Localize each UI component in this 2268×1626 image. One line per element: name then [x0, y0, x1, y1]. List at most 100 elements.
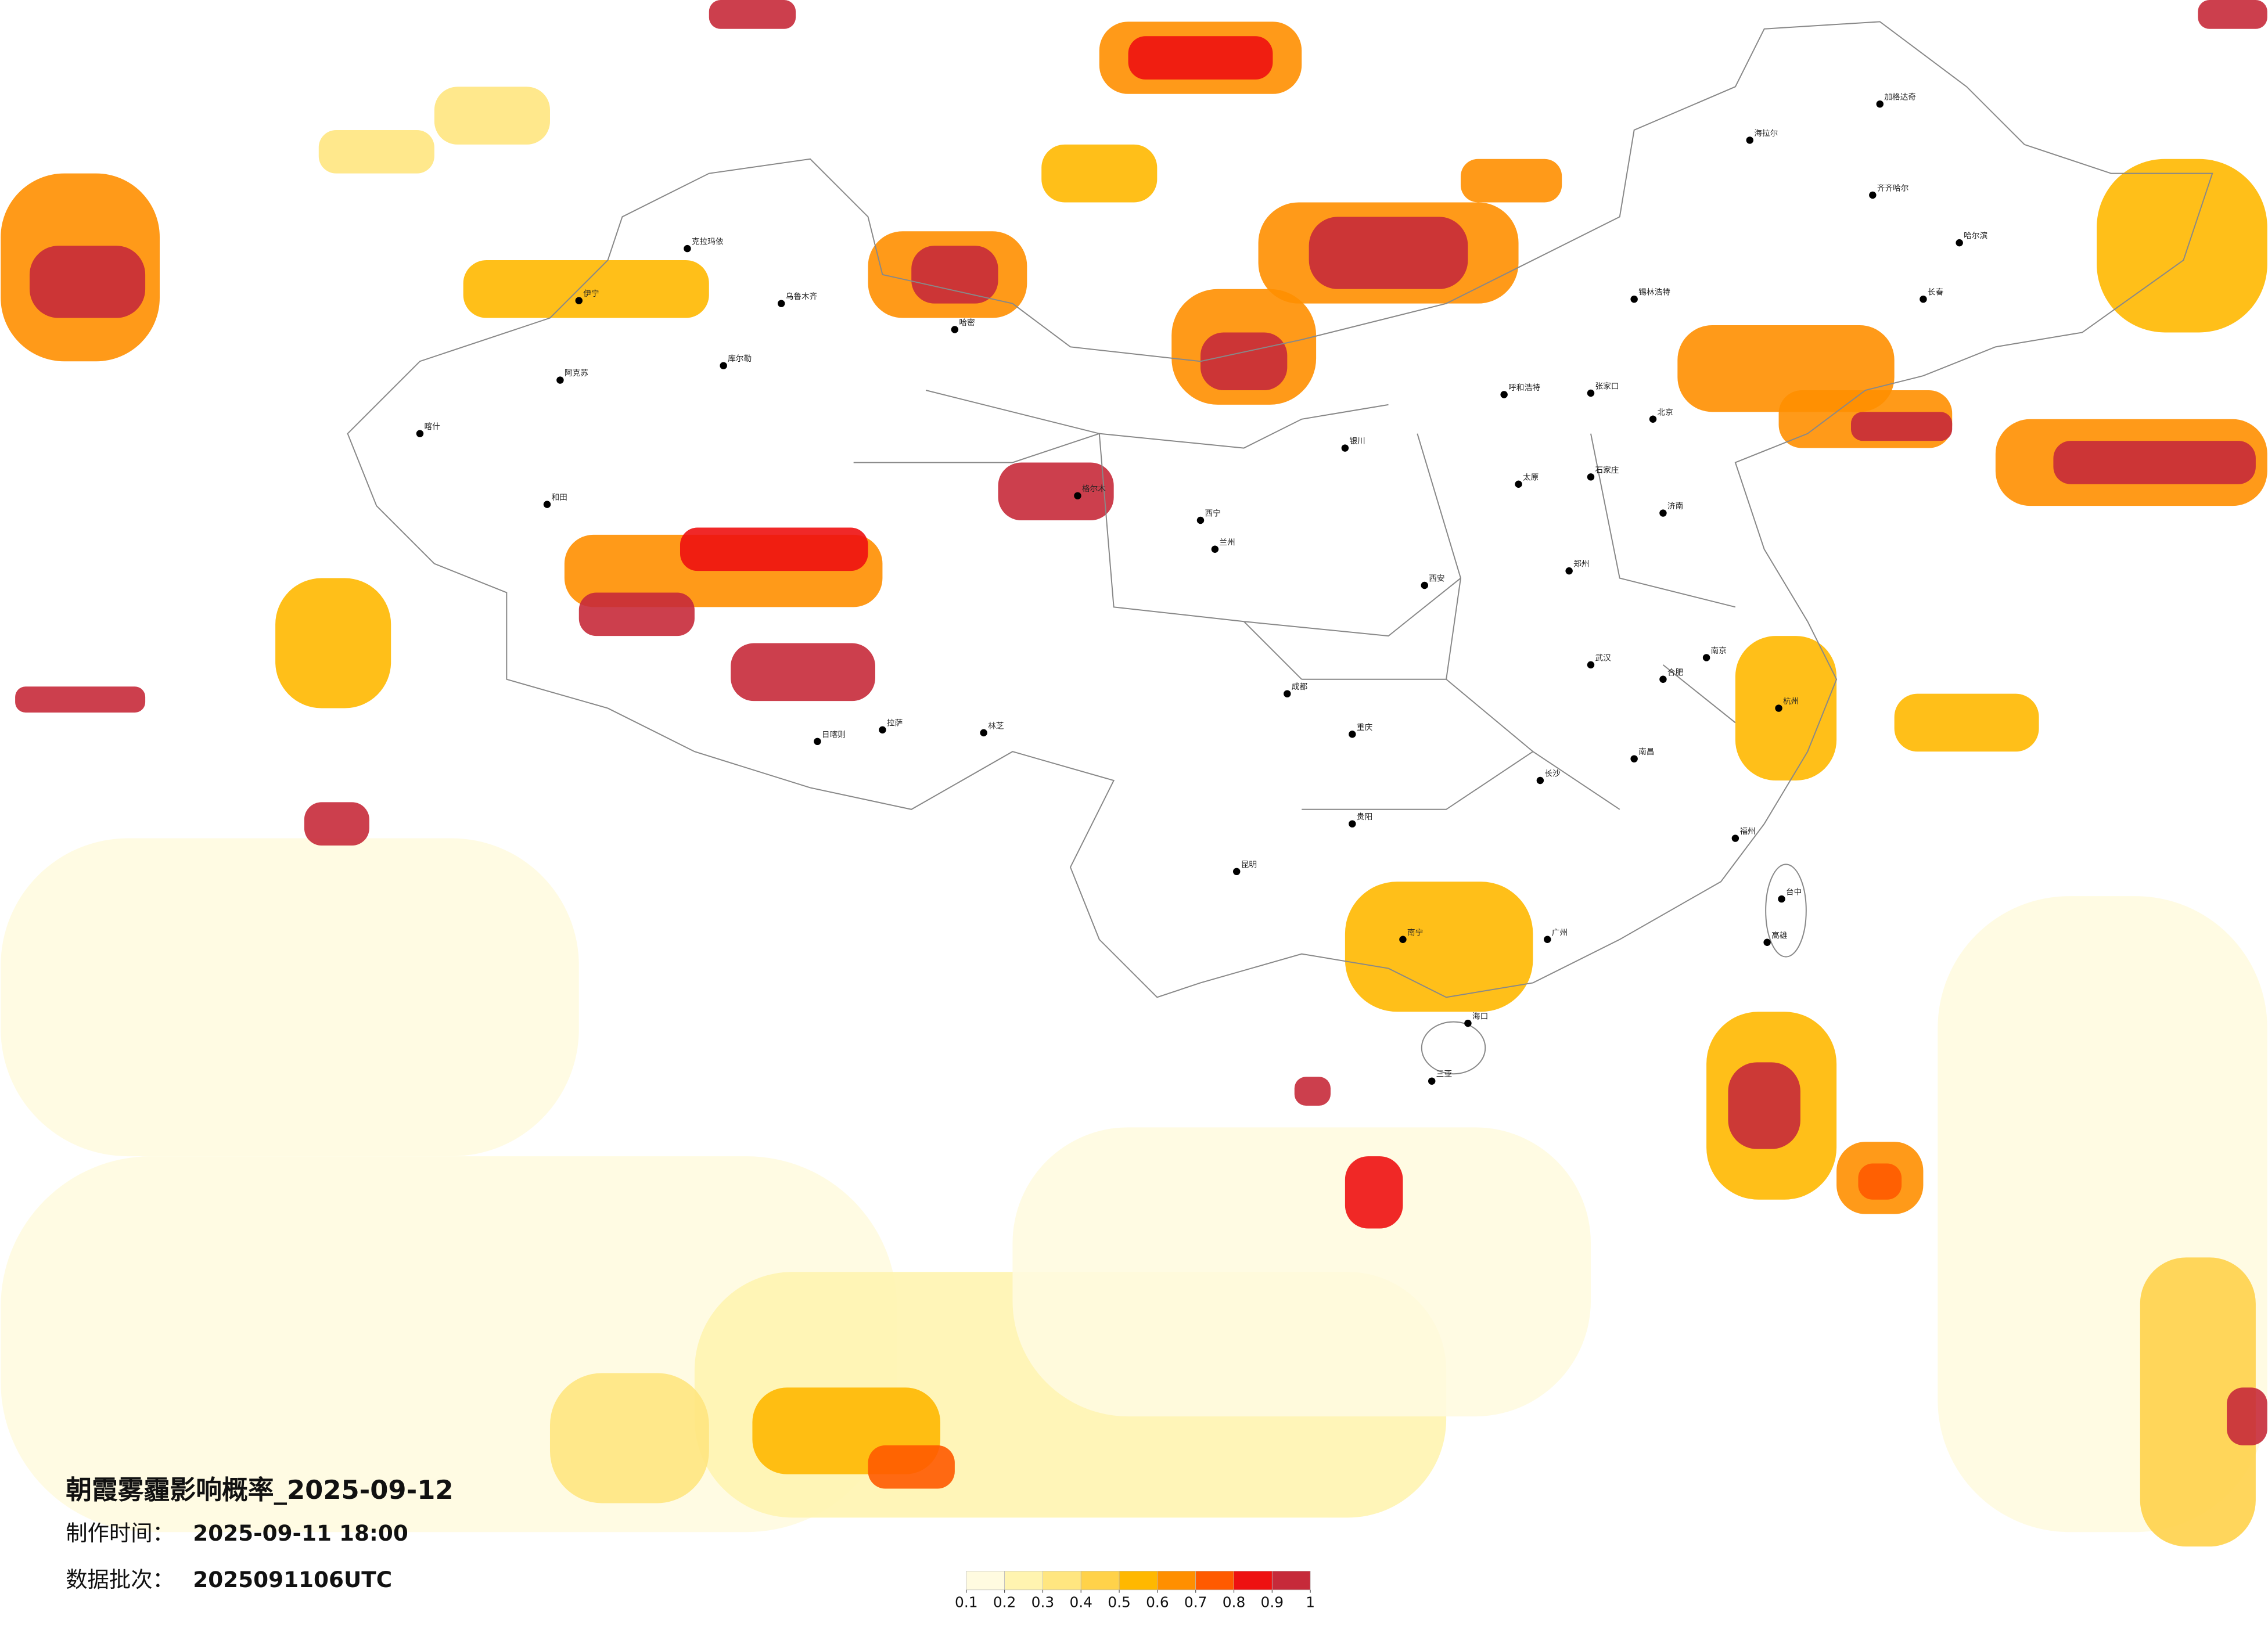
- city-dot: [1920, 295, 1927, 303]
- city-label: 阿克苏: [565, 369, 588, 378]
- colorbar-label: 0.7: [1184, 1594, 1207, 1611]
- city-label: 台中: [1786, 888, 1802, 897]
- colorbar-bin: [1195, 1571, 1234, 1591]
- city-dot: [416, 430, 424, 437]
- taiwan: [1765, 864, 1807, 958]
- colorbar: 0.1 0.2 0.3 0.4 0.5 0.6 0.7 0.8 0.9 1: [955, 1571, 1315, 1611]
- city-label: 北京: [1657, 408, 1673, 417]
- city-label: 呼和浩特: [1508, 383, 1540, 393]
- city-label: 杭州: [1783, 697, 1799, 706]
- city-dot: [1211, 545, 1219, 553]
- city-dot: [543, 501, 551, 508]
- city-dot: [556, 376, 564, 384]
- city-dot: [1746, 136, 1753, 144]
- haze-patch: [463, 260, 709, 318]
- city-label: 南昌: [1638, 747, 1654, 757]
- city-label: 合肥: [1667, 668, 1684, 677]
- city-label: 格尔木: [1082, 484, 1106, 494]
- haze-patch: [2198, 0, 2267, 29]
- city-label: 三亚: [1436, 1070, 1453, 1079]
- china-outline: [347, 21, 2213, 998]
- city-dot: [1349, 731, 1356, 738]
- city-dot: [1464, 1019, 1472, 1027]
- city-dot: [1565, 567, 1573, 575]
- city-dot: [1515, 480, 1522, 488]
- city-label: 南京: [1711, 646, 1727, 656]
- colorbar-bin: [1234, 1571, 1273, 1591]
- haze-patch: [304, 802, 369, 846]
- haze-patch: [1858, 1163, 1902, 1200]
- haze-patch: [275, 578, 391, 708]
- haze-patch: [709, 0, 796, 29]
- city-dot: [1659, 509, 1667, 517]
- haze-patch: [29, 246, 146, 318]
- colorbar-label: 0.8: [1223, 1594, 1246, 1611]
- colorbar-bin: [1004, 1571, 1043, 1591]
- colorbar-label: 0.6: [1146, 1594, 1169, 1611]
- city-label: 齐齐哈尔: [1877, 184, 1909, 193]
- city-label: 重庆: [1357, 723, 1373, 732]
- city-dot: [1341, 444, 1349, 452]
- city-dot: [1649, 415, 1657, 423]
- haze-patch: [1, 838, 579, 1157]
- city-label: 成都: [1292, 682, 1308, 692]
- city-dot: [575, 297, 583, 304]
- colorbar-label: 1: [1306, 1594, 1315, 1611]
- city-label: 日喀则: [822, 730, 846, 739]
- haze-patch: [1850, 412, 1953, 441]
- city-dot: [1196, 516, 1205, 524]
- colorbar-bin: [1043, 1571, 1081, 1591]
- city-dot: [1074, 492, 1081, 499]
- colorbar-label: 0.5: [1108, 1594, 1131, 1611]
- haze-patch: [1012, 1127, 1591, 1417]
- city-label: 张家口: [1595, 382, 1619, 391]
- colorbar-label: 0.1: [955, 1594, 978, 1611]
- haze-patch: [1735, 636, 1837, 780]
- produced-value: 2025-09-11 18:00: [193, 1520, 408, 1546]
- city-dot: [1630, 755, 1638, 762]
- city-dot: [1869, 191, 1877, 199]
- hainan: [1421, 1021, 1486, 1075]
- haze-patch: [549, 1373, 709, 1503]
- colorbar-label: 0.4: [1069, 1594, 1092, 1611]
- city-label: 银川: [1349, 437, 1365, 446]
- batch-label: 数据批次：: [66, 1567, 174, 1592]
- city-dot: [1428, 1077, 1436, 1085]
- city-dot: [1587, 473, 1595, 481]
- city-label: 海口: [1472, 1012, 1488, 1021]
- city-label: 海拉尔: [1754, 129, 1778, 138]
- city-dot: [1284, 690, 1291, 697]
- city-label: 济南: [1667, 502, 1683, 511]
- city-label: 锡林浩特: [1638, 288, 1670, 297]
- city-dot: [1775, 704, 1782, 712]
- haze-patch: [2227, 1387, 2267, 1445]
- haze-patch: [680, 527, 868, 571]
- colorbar-bin: [1271, 1571, 1311, 1591]
- haze-patch: [2140, 1257, 2256, 1547]
- city-label: 福州: [1739, 827, 1755, 836]
- city-label: 高雄: [1771, 930, 1787, 940]
- city-dot: [777, 300, 785, 307]
- city-label: 林芝: [988, 721, 1004, 731]
- city-dot: [1876, 100, 1884, 108]
- haze-patch: [1894, 693, 2039, 752]
- city-label: 和田: [551, 493, 567, 502]
- haze-patch: [1460, 159, 1562, 203]
- city-dot: [1778, 895, 1785, 903]
- colorbar-bin: [1080, 1571, 1120, 1591]
- city-label: 库尔勒: [728, 354, 752, 364]
- province-lines: [853, 390, 1736, 810]
- haze-patch: [868, 1445, 955, 1489]
- city-dot: [1587, 389, 1595, 397]
- haze-patch: [2097, 159, 2267, 333]
- city-label: 郑州: [1573, 560, 1589, 569]
- haze-patch: [1728, 1062, 1800, 1149]
- haze-patch: [1200, 332, 1288, 390]
- haze-patch: [1128, 36, 1273, 80]
- borders: [347, 21, 2213, 1075]
- city-label: 乌鲁木齐: [786, 292, 818, 301]
- city-dot: [1349, 820, 1356, 828]
- city-dot: [1421, 581, 1428, 589]
- city-dot: [1500, 391, 1508, 398]
- city-dot: [1587, 661, 1595, 669]
